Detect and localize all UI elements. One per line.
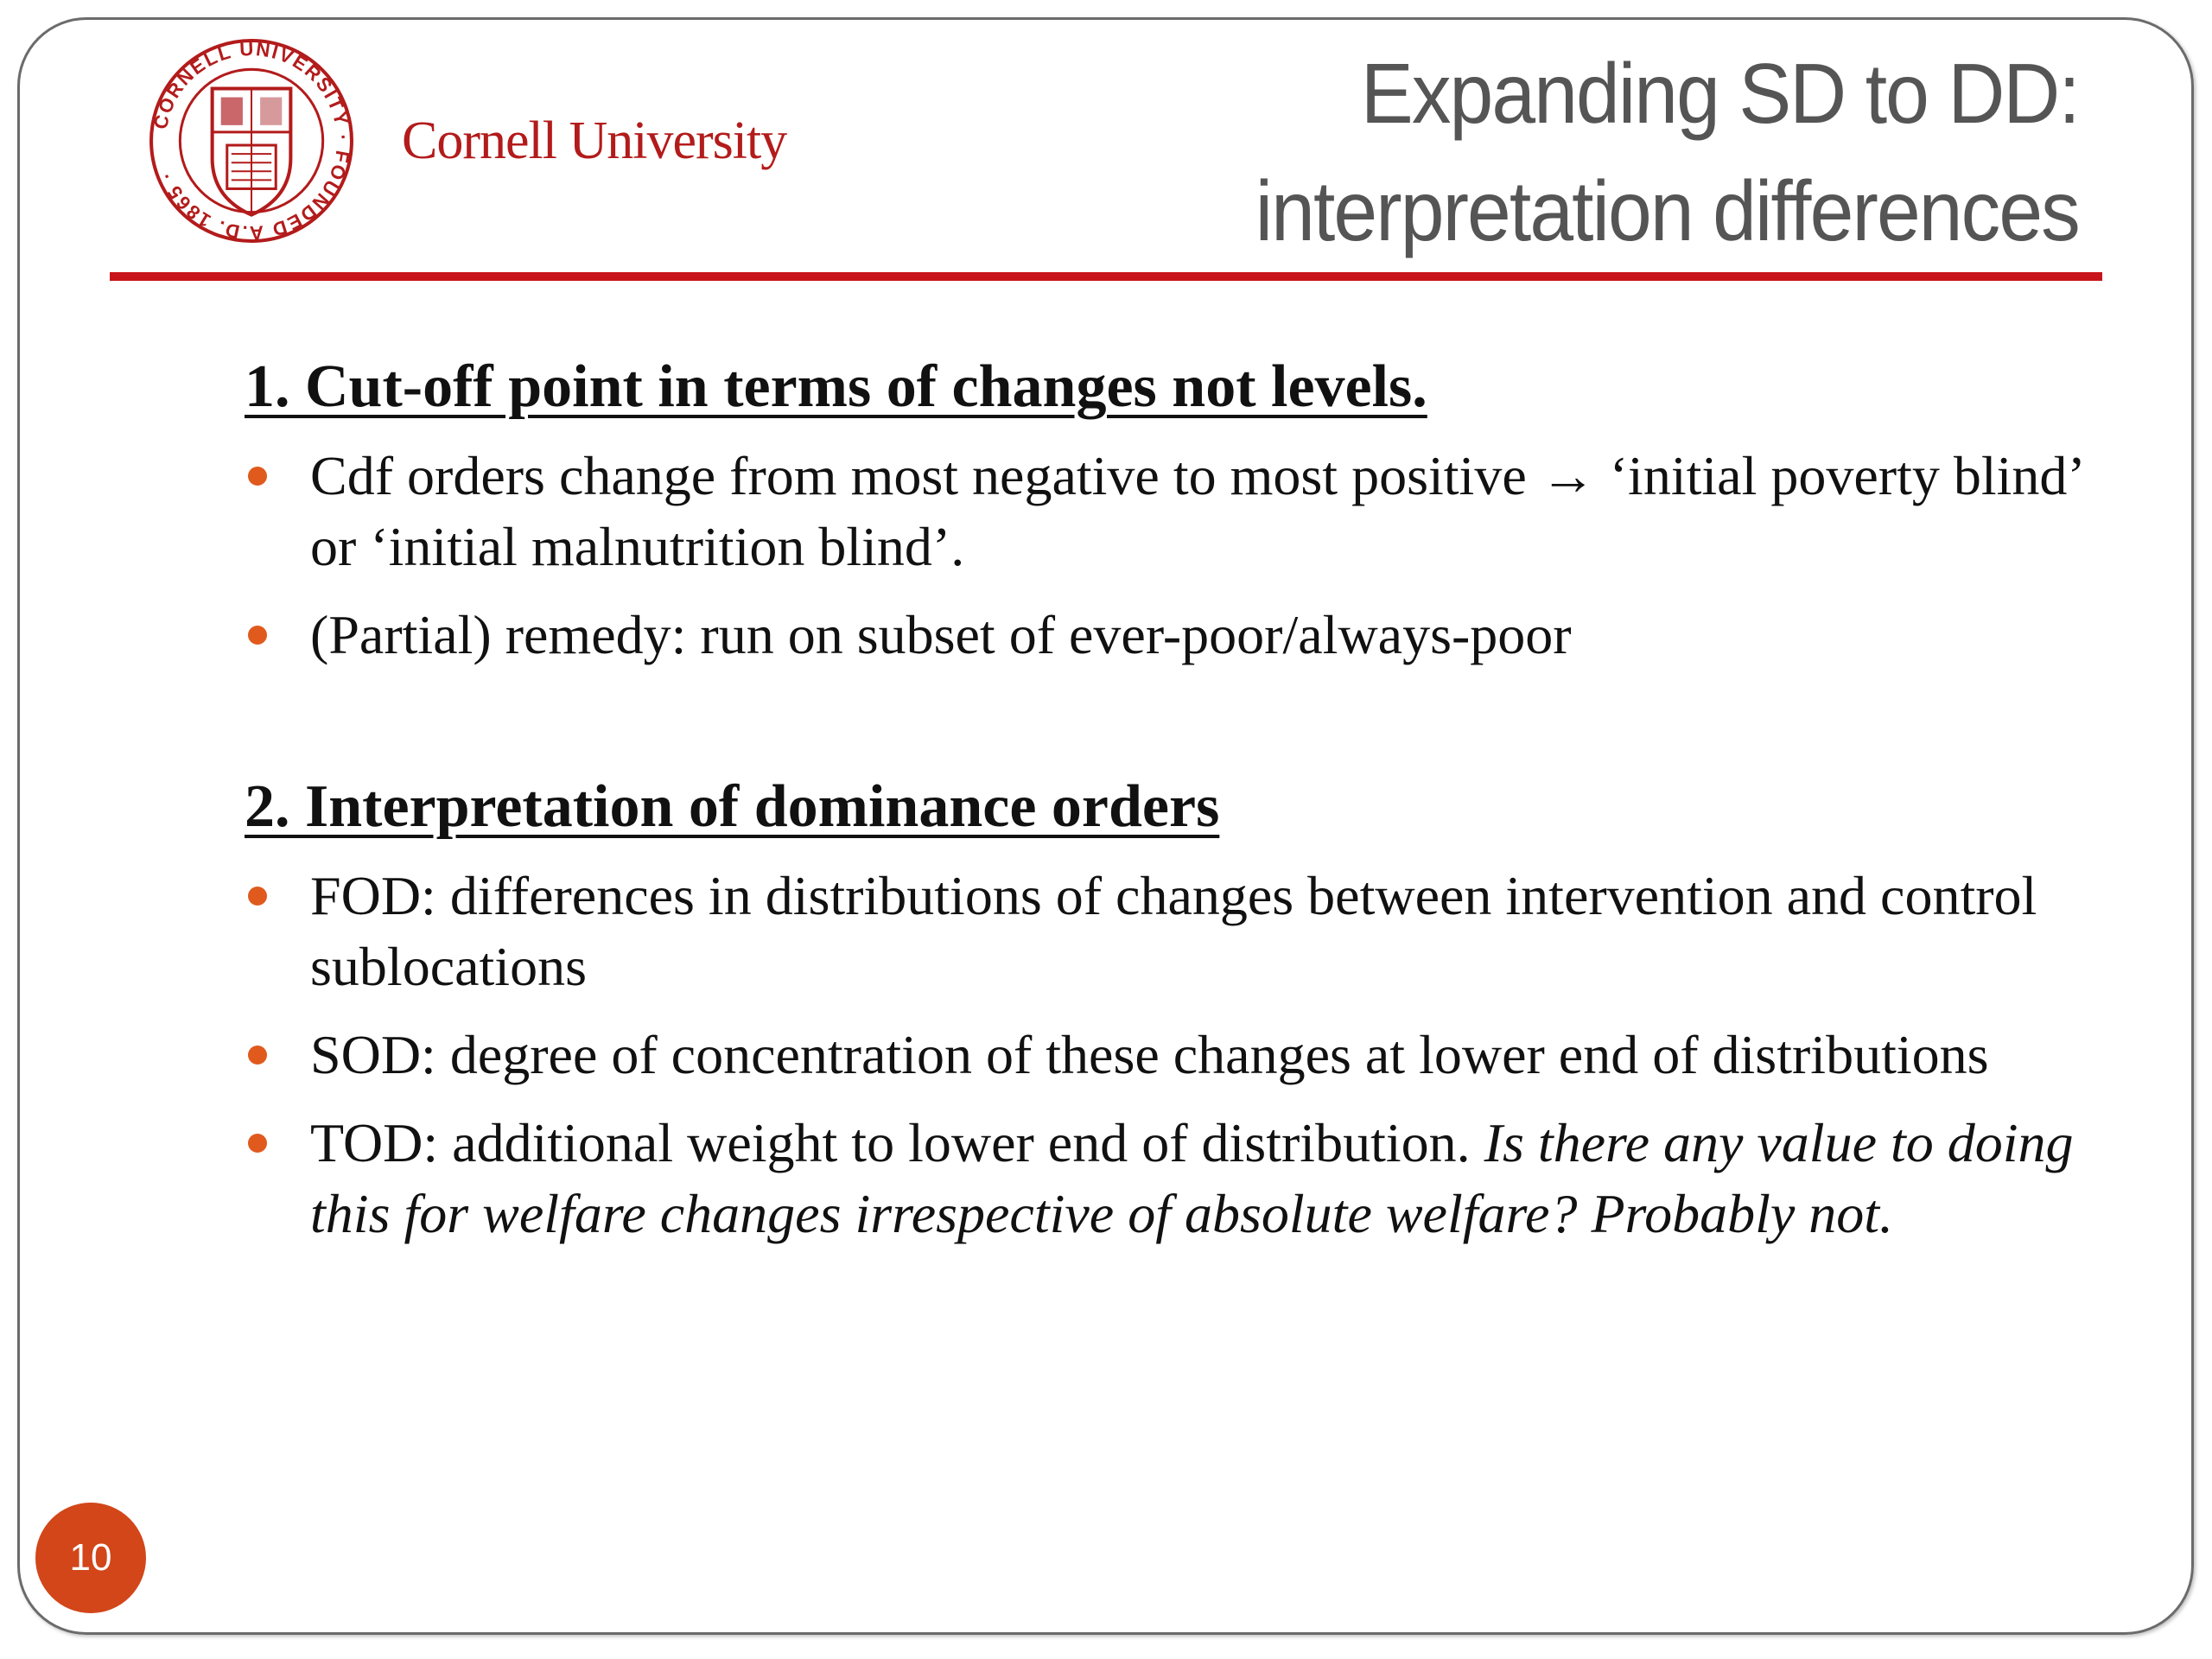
bullet-dot-icon [248, 467, 267, 486]
brand-name: Cornell University [402, 111, 787, 170]
title-divider [110, 272, 2102, 281]
title-line-1: Expanding SD to DD: [1361, 46, 2081, 141]
bullet-item: FOD: differences in distributions of cha… [245, 861, 2111, 1002]
page-number-badge: 10 [35, 1503, 146, 1613]
bullet-dot-icon [248, 626, 267, 645]
bullet-text: Cdf orders change from most negative to … [310, 445, 2082, 577]
bullet-text: TOD: additional weight to lower end of d… [310, 1112, 1484, 1173]
section-heading-1: 1. Cut-off point in terms of changes not… [245, 353, 1427, 420]
bullet-item: (Partial) remedy: run on subset of ever-… [245, 600, 2111, 671]
slide-body: 1. Cut-off point in terms of changes not… [245, 346, 2111, 1267]
bullet-dot-icon [248, 1134, 267, 1153]
title-line-2: interpretation differences [1255, 163, 2081, 258]
bullet-dot-icon [248, 887, 267, 906]
bullet-dot-icon [248, 1046, 267, 1065]
bullet-text: (Partial) remedy: run on subset of ever-… [310, 604, 1572, 665]
slide-frame [17, 17, 2194, 1635]
bullet-text: FOD: differences in distributions of cha… [310, 865, 2037, 997]
bullet-item: Cdf orders change from most negative to … [245, 441, 2111, 582]
slide-title: Expanding SD to DD: interpretation diffe… [1255, 35, 2081, 270]
bullet-item: SOD: degree of concentration of these ch… [245, 1020, 2111, 1090]
bullet-item: TOD: additional weight to lower end of d… [245, 1108, 2111, 1249]
cornell-seal-logo: CORNELL UNIVERSITY · FOUNDED A.D. 1865 · [149, 38, 353, 244]
bullet-italic-text: Is there any value to doing this for wel… [310, 1112, 2074, 1244]
bullet-text: SOD: degree of concentration of these ch… [310, 1024, 1989, 1085]
section-heading-2: 2. Interpretation of dominance orders [245, 773, 1220, 840]
